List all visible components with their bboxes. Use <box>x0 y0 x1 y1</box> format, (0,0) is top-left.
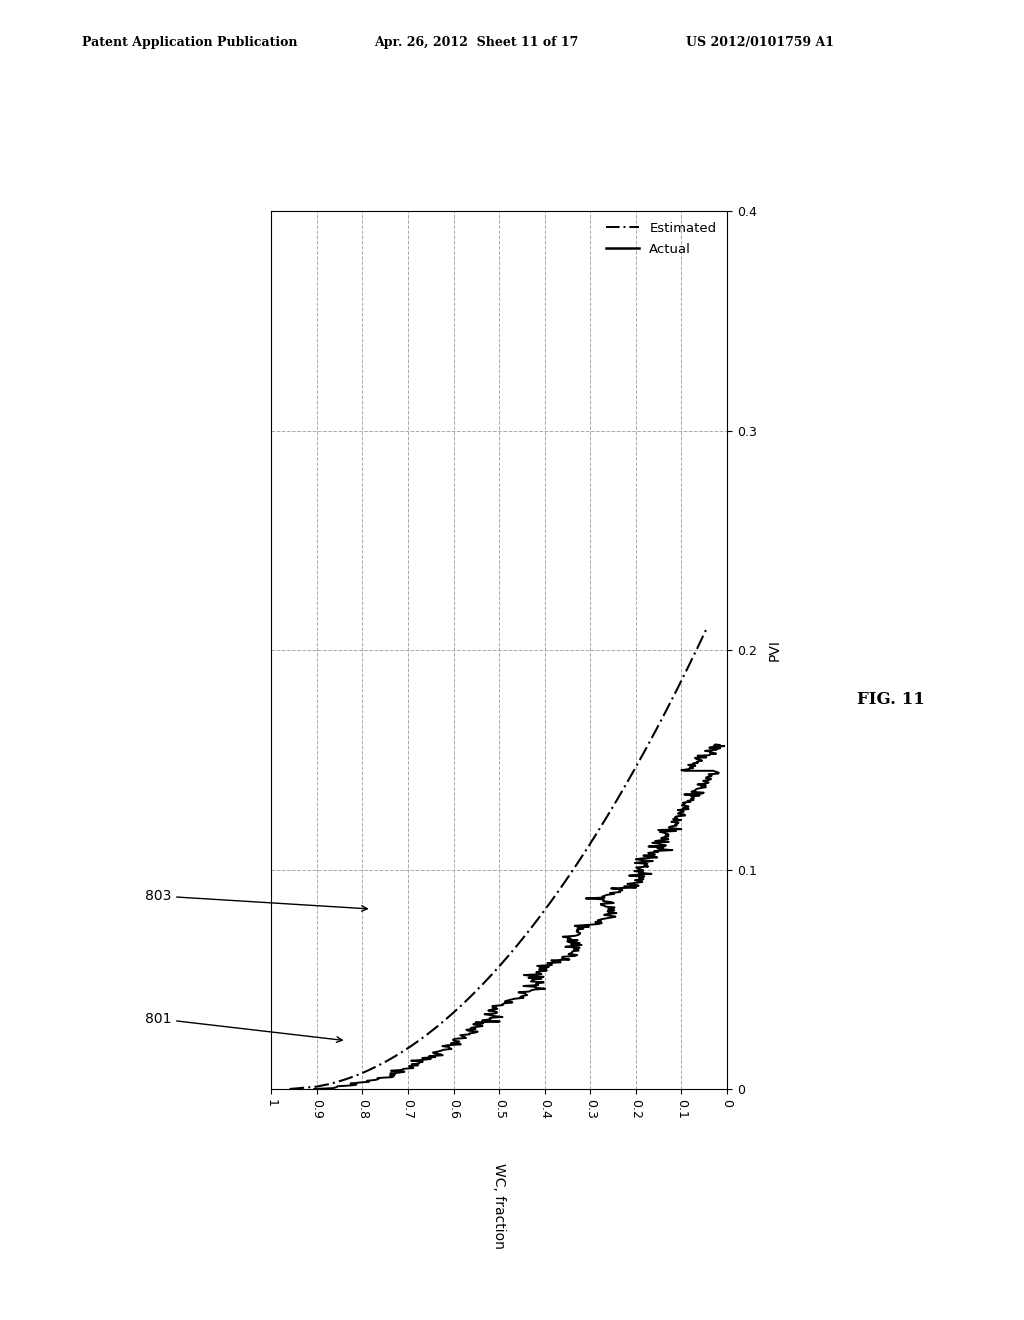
Text: Apr. 26, 2012  Sheet 11 of 17: Apr. 26, 2012 Sheet 11 of 17 <box>374 36 579 49</box>
Text: US 2012/0101759 A1: US 2012/0101759 A1 <box>686 36 835 49</box>
Legend: Estimated, Actual: Estimated, Actual <box>602 218 721 260</box>
Text: FIG. 11: FIG. 11 <box>857 692 925 708</box>
Text: 803: 803 <box>144 888 368 911</box>
Text: Patent Application Publication: Patent Application Publication <box>82 36 297 49</box>
Y-axis label: PVI: PVI <box>768 639 781 661</box>
Text: 801: 801 <box>144 1011 342 1043</box>
X-axis label: WC, fraction: WC, fraction <box>493 1163 506 1249</box>
